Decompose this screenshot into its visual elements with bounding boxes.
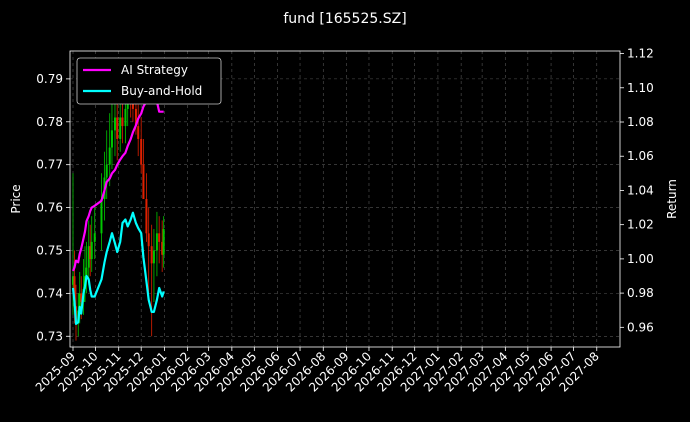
y-right-tick-label: 1.10 — [627, 81, 654, 95]
candle-body — [105, 164, 108, 178]
y-axis-left-label: Price — [9, 184, 23, 213]
y-axis-right-label: Return — [665, 179, 679, 219]
y-left-tick-label: 0.77 — [36, 158, 63, 172]
axes: 2025-092025-102025-112025-122026-012026-… — [33, 47, 654, 395]
candle-body — [73, 276, 76, 307]
y-right-tick-label: 1.00 — [627, 252, 654, 266]
chart-title: fund [165525.SZ] — [283, 11, 406, 27]
candle-body — [119, 117, 122, 139]
candle-body — [124, 108, 127, 127]
candle-body — [137, 126, 140, 139]
legend: AI Strategy Buy-and-Hold — [76, 57, 222, 105]
candle-body — [100, 199, 103, 234]
candle-body — [78, 293, 81, 311]
candle-body — [134, 108, 137, 127]
y-right-tick-label: 1.02 — [627, 218, 654, 232]
candle-body — [87, 246, 90, 268]
candle-body — [85, 267, 88, 277]
y-left-tick-label: 0.76 — [36, 201, 63, 215]
legend-label-buy-and-hold: Buy-and-Hold — [121, 84, 202, 98]
y-left-tick-label: 0.74 — [36, 286, 63, 300]
candle-body — [71, 276, 74, 285]
y-right-tick-label: 1.06 — [627, 149, 654, 163]
y-left-tick-label: 0.79 — [36, 72, 63, 86]
candle-body — [145, 199, 148, 234]
candle-body — [108, 147, 111, 165]
y-left-tick-label: 0.78 — [36, 115, 63, 129]
candle-body — [161, 241, 164, 255]
y-left-tick-label: 0.73 — [36, 329, 63, 343]
candle-body — [155, 233, 158, 251]
candle-body — [80, 293, 83, 302]
candle-body — [89, 246, 92, 260]
candle-body — [150, 246, 153, 264]
y-right-tick-label: 1.12 — [627, 47, 654, 61]
candle-body — [93, 233, 96, 242]
candle-body — [121, 117, 124, 127]
y-right-tick-label: 0.96 — [627, 320, 654, 334]
candle-body — [162, 229, 165, 255]
candle-body — [152, 250, 155, 264]
candle-body — [113, 117, 116, 131]
candle-body — [140, 138, 143, 165]
candle-body — [110, 130, 113, 148]
candle-body — [90, 241, 93, 260]
legend-box — [76, 57, 222, 105]
candle-body — [158, 233, 161, 242]
candle-body — [147, 233, 150, 247]
y-right-tick-label: 1.08 — [627, 115, 654, 129]
y-left-tick-label: 0.75 — [36, 243, 63, 257]
candle-body — [116, 117, 119, 139]
candle-body — [142, 164, 145, 199]
series-line-buy-and-hold — [71, 211, 165, 325]
plot-frame — [69, 50, 621, 348]
y-right-tick-label: 0.98 — [627, 286, 654, 300]
legend-label-ai-strategy: AI Strategy — [121, 63, 188, 77]
y-right-tick-label: 1.04 — [627, 183, 654, 197]
